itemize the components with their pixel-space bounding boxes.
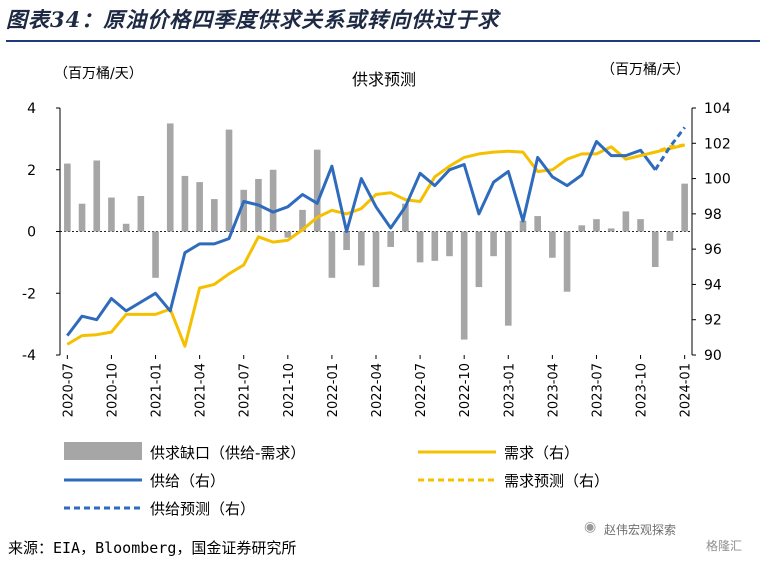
- right-axis-tick-label: 98: [704, 207, 722, 223]
- gap-bar: [431, 231, 439, 261]
- gap-bar: [357, 231, 365, 266]
- gap-bar: [64, 163, 71, 232]
- gap-bar: [122, 223, 130, 232]
- x-axis-tick-label: 2021-07: [238, 363, 253, 417]
- title-divider: [6, 40, 760, 42]
- gap-bar: [372, 231, 380, 288]
- gap-bar: [108, 197, 115, 232]
- gap-bar: [299, 209, 306, 232]
- gap-bar: [93, 160, 101, 232]
- source-note: 来源：EIA，Bloomberg，国金证券研究所: [8, 539, 297, 557]
- gap-bar: [666, 231, 674, 241]
- gap-bar: [607, 228, 615, 232]
- x-axis-tick-label: 2023-07: [590, 363, 605, 417]
- gap-bar: [196, 182, 203, 232]
- gap-bar: [152, 231, 159, 278]
- page-title: 图表34：原油价格四季度供求关系或转向供过于求: [6, 7, 500, 32]
- gap-bar: [181, 175, 189, 232]
- gap-bar: [211, 199, 218, 232]
- left-axis-tick-label: 2: [27, 163, 36, 179]
- gap-bar: [328, 231, 336, 278]
- watermark-brand: 格隆汇: [706, 539, 743, 553]
- gap-bar: [504, 231, 512, 326]
- legend-label: 需求（右）: [504, 444, 579, 462]
- right-axis-tick-label: 94: [704, 277, 722, 293]
- gap-bar: [446, 231, 453, 257]
- legend-label: 供给预测（右）: [150, 500, 255, 518]
- right-axis-tick-label: 102: [704, 136, 731, 152]
- left-axis-tick-label: -2: [22, 286, 36, 302]
- left-axis-tick-label: 0: [27, 225, 36, 241]
- watermark-text: 赵伟宏观探索: [604, 523, 677, 537]
- x-axis-tick-label: 2023-01: [502, 363, 517, 417]
- x-axis-tick-label: 2022-01: [326, 363, 341, 417]
- gap-bar: [225, 129, 233, 232]
- chart-title: 供求预测: [352, 70, 416, 89]
- gap-bar: [269, 169, 277, 232]
- left-axis-tick-label: 4: [27, 101, 36, 117]
- legend-label: 供求缺口（供给-需求）: [150, 444, 305, 462]
- legend-swatch-gap: [64, 442, 142, 460]
- x-axis-tick-label: 2022-04: [370, 363, 385, 417]
- demand-forecast-line: [640, 143, 685, 158]
- gap-bar: [313, 149, 321, 232]
- legend-label: 供给（右）: [150, 472, 225, 490]
- gap-bar: [651, 231, 659, 268]
- gap-bar: [578, 225, 586, 232]
- right-axis-tick-label: 90: [704, 348, 722, 364]
- x-axis-tick-label: 2021-10: [282, 363, 297, 417]
- gap-bar: [534, 216, 541, 232]
- gap-bar: [519, 220, 527, 232]
- x-axis-tick-label: 2023-04: [546, 363, 561, 417]
- gap-bar: [387, 231, 395, 247]
- gap-bar: [240, 189, 248, 232]
- gap-bar: [563, 231, 571, 292]
- gap-bar: [475, 231, 483, 288]
- x-axis-tick-label: 2022-07: [414, 363, 429, 417]
- right-axis-tick-label: 92: [704, 313, 722, 329]
- gap-bar: [343, 231, 350, 251]
- right-axis-tick-label: 96: [704, 242, 722, 258]
- gap-bar: [416, 231, 424, 263]
- gap-bar: [622, 211, 630, 232]
- gap-bar: [490, 231, 497, 257]
- legend-label: 需求预测（右）: [504, 472, 609, 490]
- x-axis-tick-label: 2023-10: [635, 363, 650, 417]
- wechat-icon: ◉: [584, 519, 597, 535]
- gap-bar: [284, 231, 292, 238]
- x-axis-tick-label: 2021-04: [194, 363, 209, 417]
- right-axis-tick-label: 104: [704, 101, 731, 117]
- x-axis-tick-label: 2021-01: [150, 363, 165, 417]
- right-axis-tick-label: 100: [704, 172, 731, 188]
- gap-bar: [137, 195, 145, 232]
- x-axis-tick-label: 2020-10: [105, 363, 120, 417]
- gap-bar: [402, 203, 409, 232]
- left-axis-unit: （百万桶/天）: [54, 66, 143, 82]
- gap-bar: [593, 219, 600, 232]
- gap-bar: [637, 219, 644, 232]
- x-axis-tick-label: 2020-07: [61, 363, 76, 417]
- gap-bar: [549, 231, 556, 258]
- x-axis-tick-label: 2022-10: [458, 363, 473, 417]
- gap-bar: [78, 203, 86, 232]
- left-axis-tick-label: -4: [22, 348, 36, 364]
- right-axis-unit: （百万桶/天）: [601, 62, 690, 78]
- gap-bar: [681, 183, 688, 232]
- supply-forecast-line: [654, 126, 686, 171]
- x-axis-tick-label: 2024-01: [679, 363, 694, 417]
- supply-line: [66, 140, 657, 337]
- gap-bar: [166, 123, 174, 232]
- gap-bar: [460, 231, 468, 340]
